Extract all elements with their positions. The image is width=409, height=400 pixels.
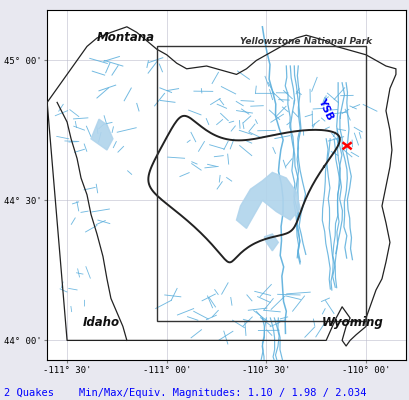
- Text: Montana: Montana: [97, 31, 155, 44]
- Text: YSB: YSB: [316, 96, 335, 121]
- Text: 2 Quakes    Min/Max/Equiv. Magnitudes: 1.10 / 1.98 / 2.034: 2 Quakes Min/Max/Equiv. Magnitudes: 1.10…: [4, 388, 366, 398]
- Text: Wyoming: Wyoming: [321, 316, 383, 329]
- Polygon shape: [264, 234, 278, 251]
- Bar: [156, 46, 365, 321]
- Text: Idaho: Idaho: [83, 316, 120, 329]
- Text: Yellowstone National Park: Yellowstone National Park: [240, 36, 372, 46]
- Polygon shape: [236, 172, 299, 228]
- Polygon shape: [91, 119, 112, 150]
